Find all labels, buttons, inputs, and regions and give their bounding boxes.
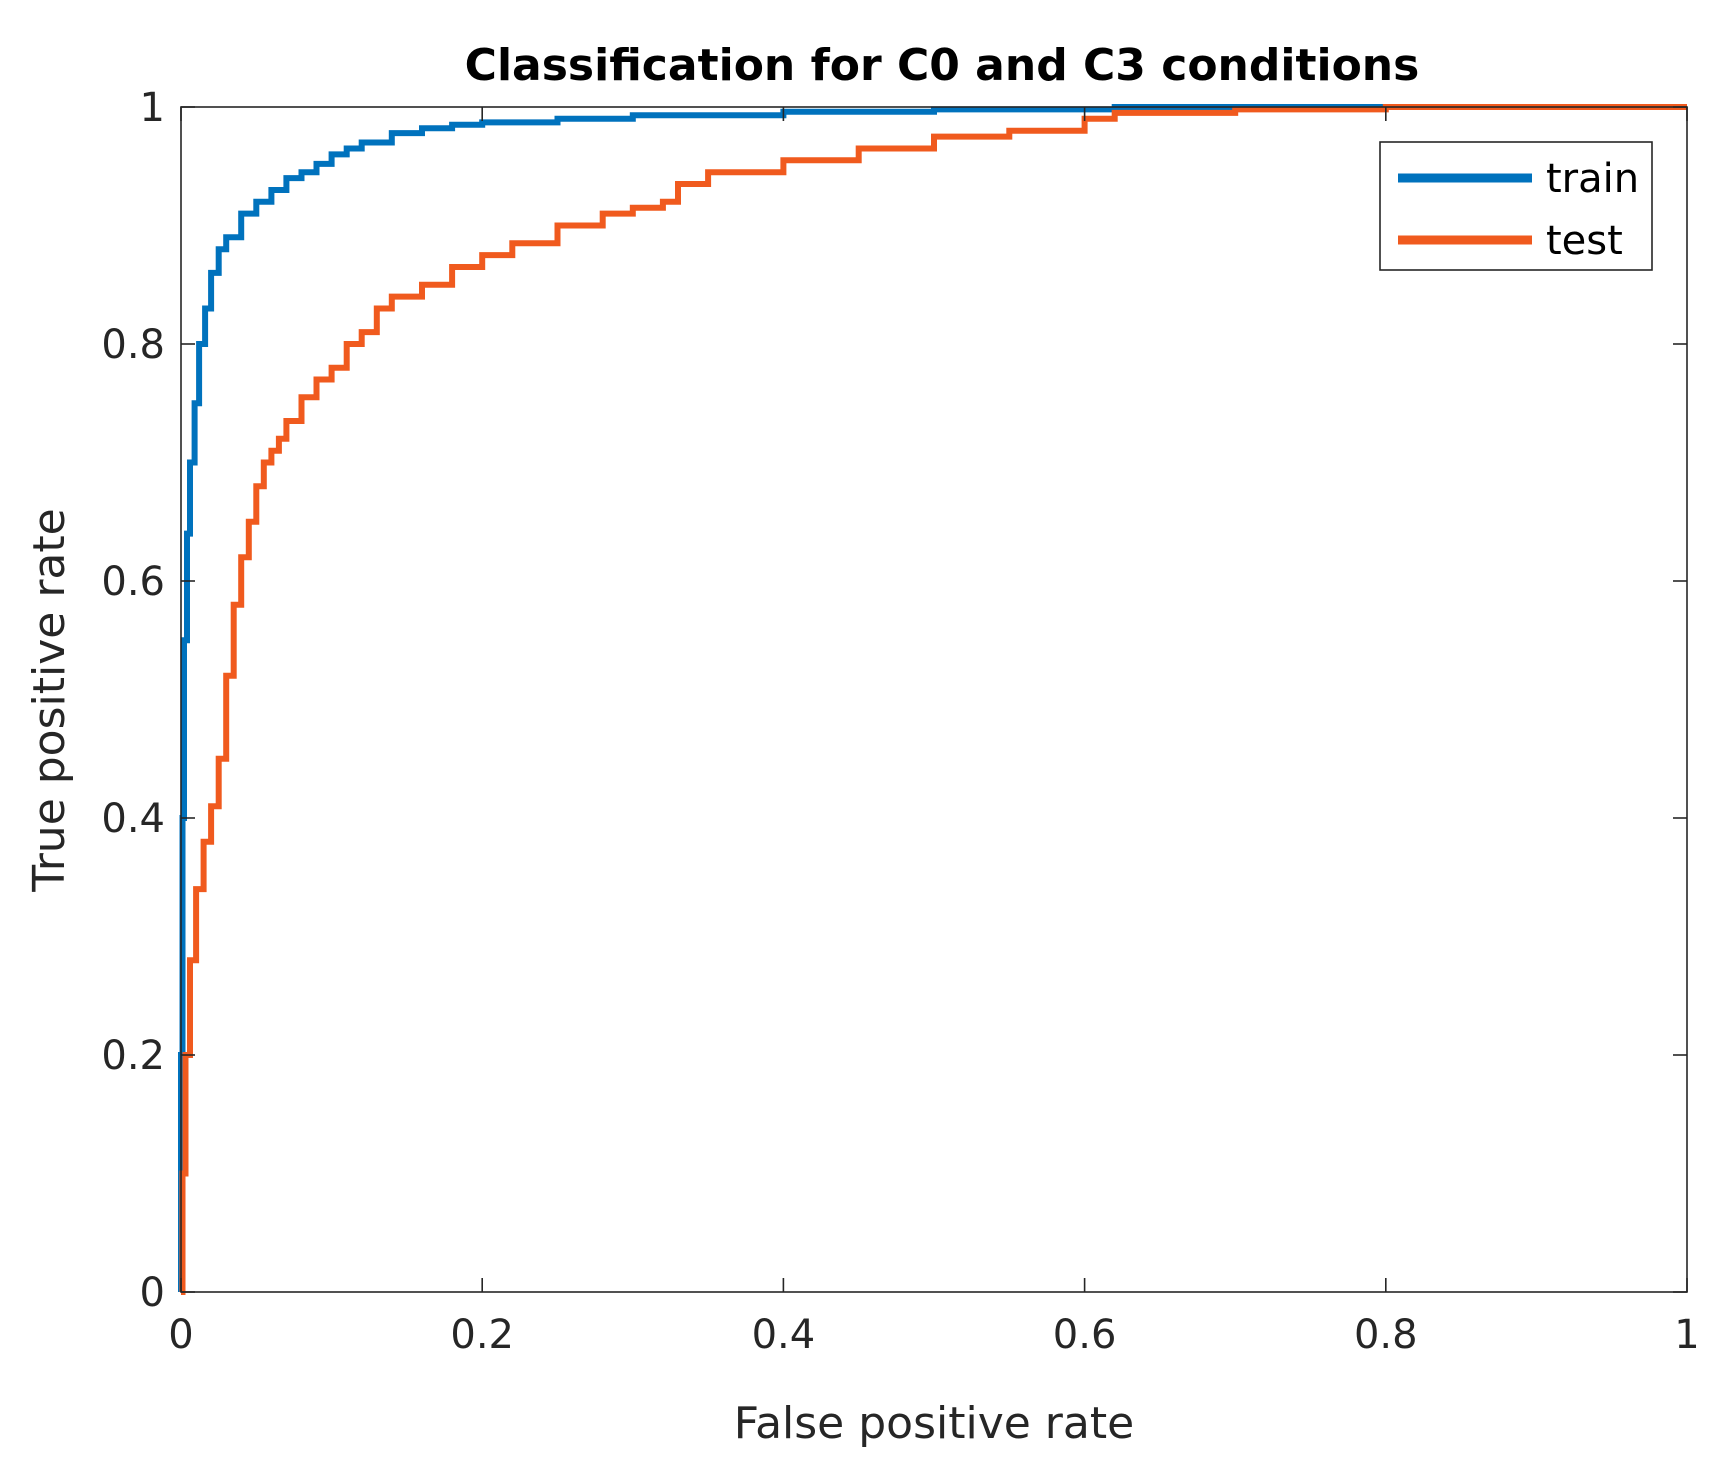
legend-label-train: train (1546, 156, 1639, 202)
series-lines (178, 104, 1687, 1295)
series-line-test (179, 104, 1687, 1295)
axes (180, 106, 1688, 1293)
axes-box (180, 106, 1688, 1293)
y-tick-label: 0 (140, 1270, 165, 1316)
y-tick-label: 0.2 (101, 1033, 165, 1079)
series-line-train (178, 104, 1687, 1292)
y-tick-label: 1 (140, 85, 165, 131)
y-tick-label: 0.8 (101, 322, 165, 368)
ticks: 0 0.2 0.4 0.6 0.8 1 0 0.2 0.4 0.6 0.8 1 (101, 85, 1699, 1358)
x-axis-label: False positive rate (734, 1398, 1134, 1449)
y-tick-label: 0.6 (101, 559, 165, 605)
legend-box (1379, 141, 1653, 271)
chart-title: Classification for C0 and C3 conditions (465, 40, 1420, 91)
legend: train test (1379, 141, 1653, 271)
x-tick-label: 0.8 (1354, 1312, 1418, 1358)
x-tick-label: 0.4 (752, 1312, 816, 1358)
plot-area (181, 107, 1687, 1292)
legend-label-test: test (1546, 218, 1623, 264)
y-axis-label: True positive rate (24, 508, 75, 892)
x-tick-label: 0.6 (1053, 1312, 1117, 1358)
y-tick-label: 0.4 (101, 796, 165, 842)
x-tick-label: 0 (168, 1312, 193, 1358)
x-tick-label: 0.2 (450, 1312, 514, 1358)
x-tick-label: 1 (1674, 1312, 1699, 1358)
